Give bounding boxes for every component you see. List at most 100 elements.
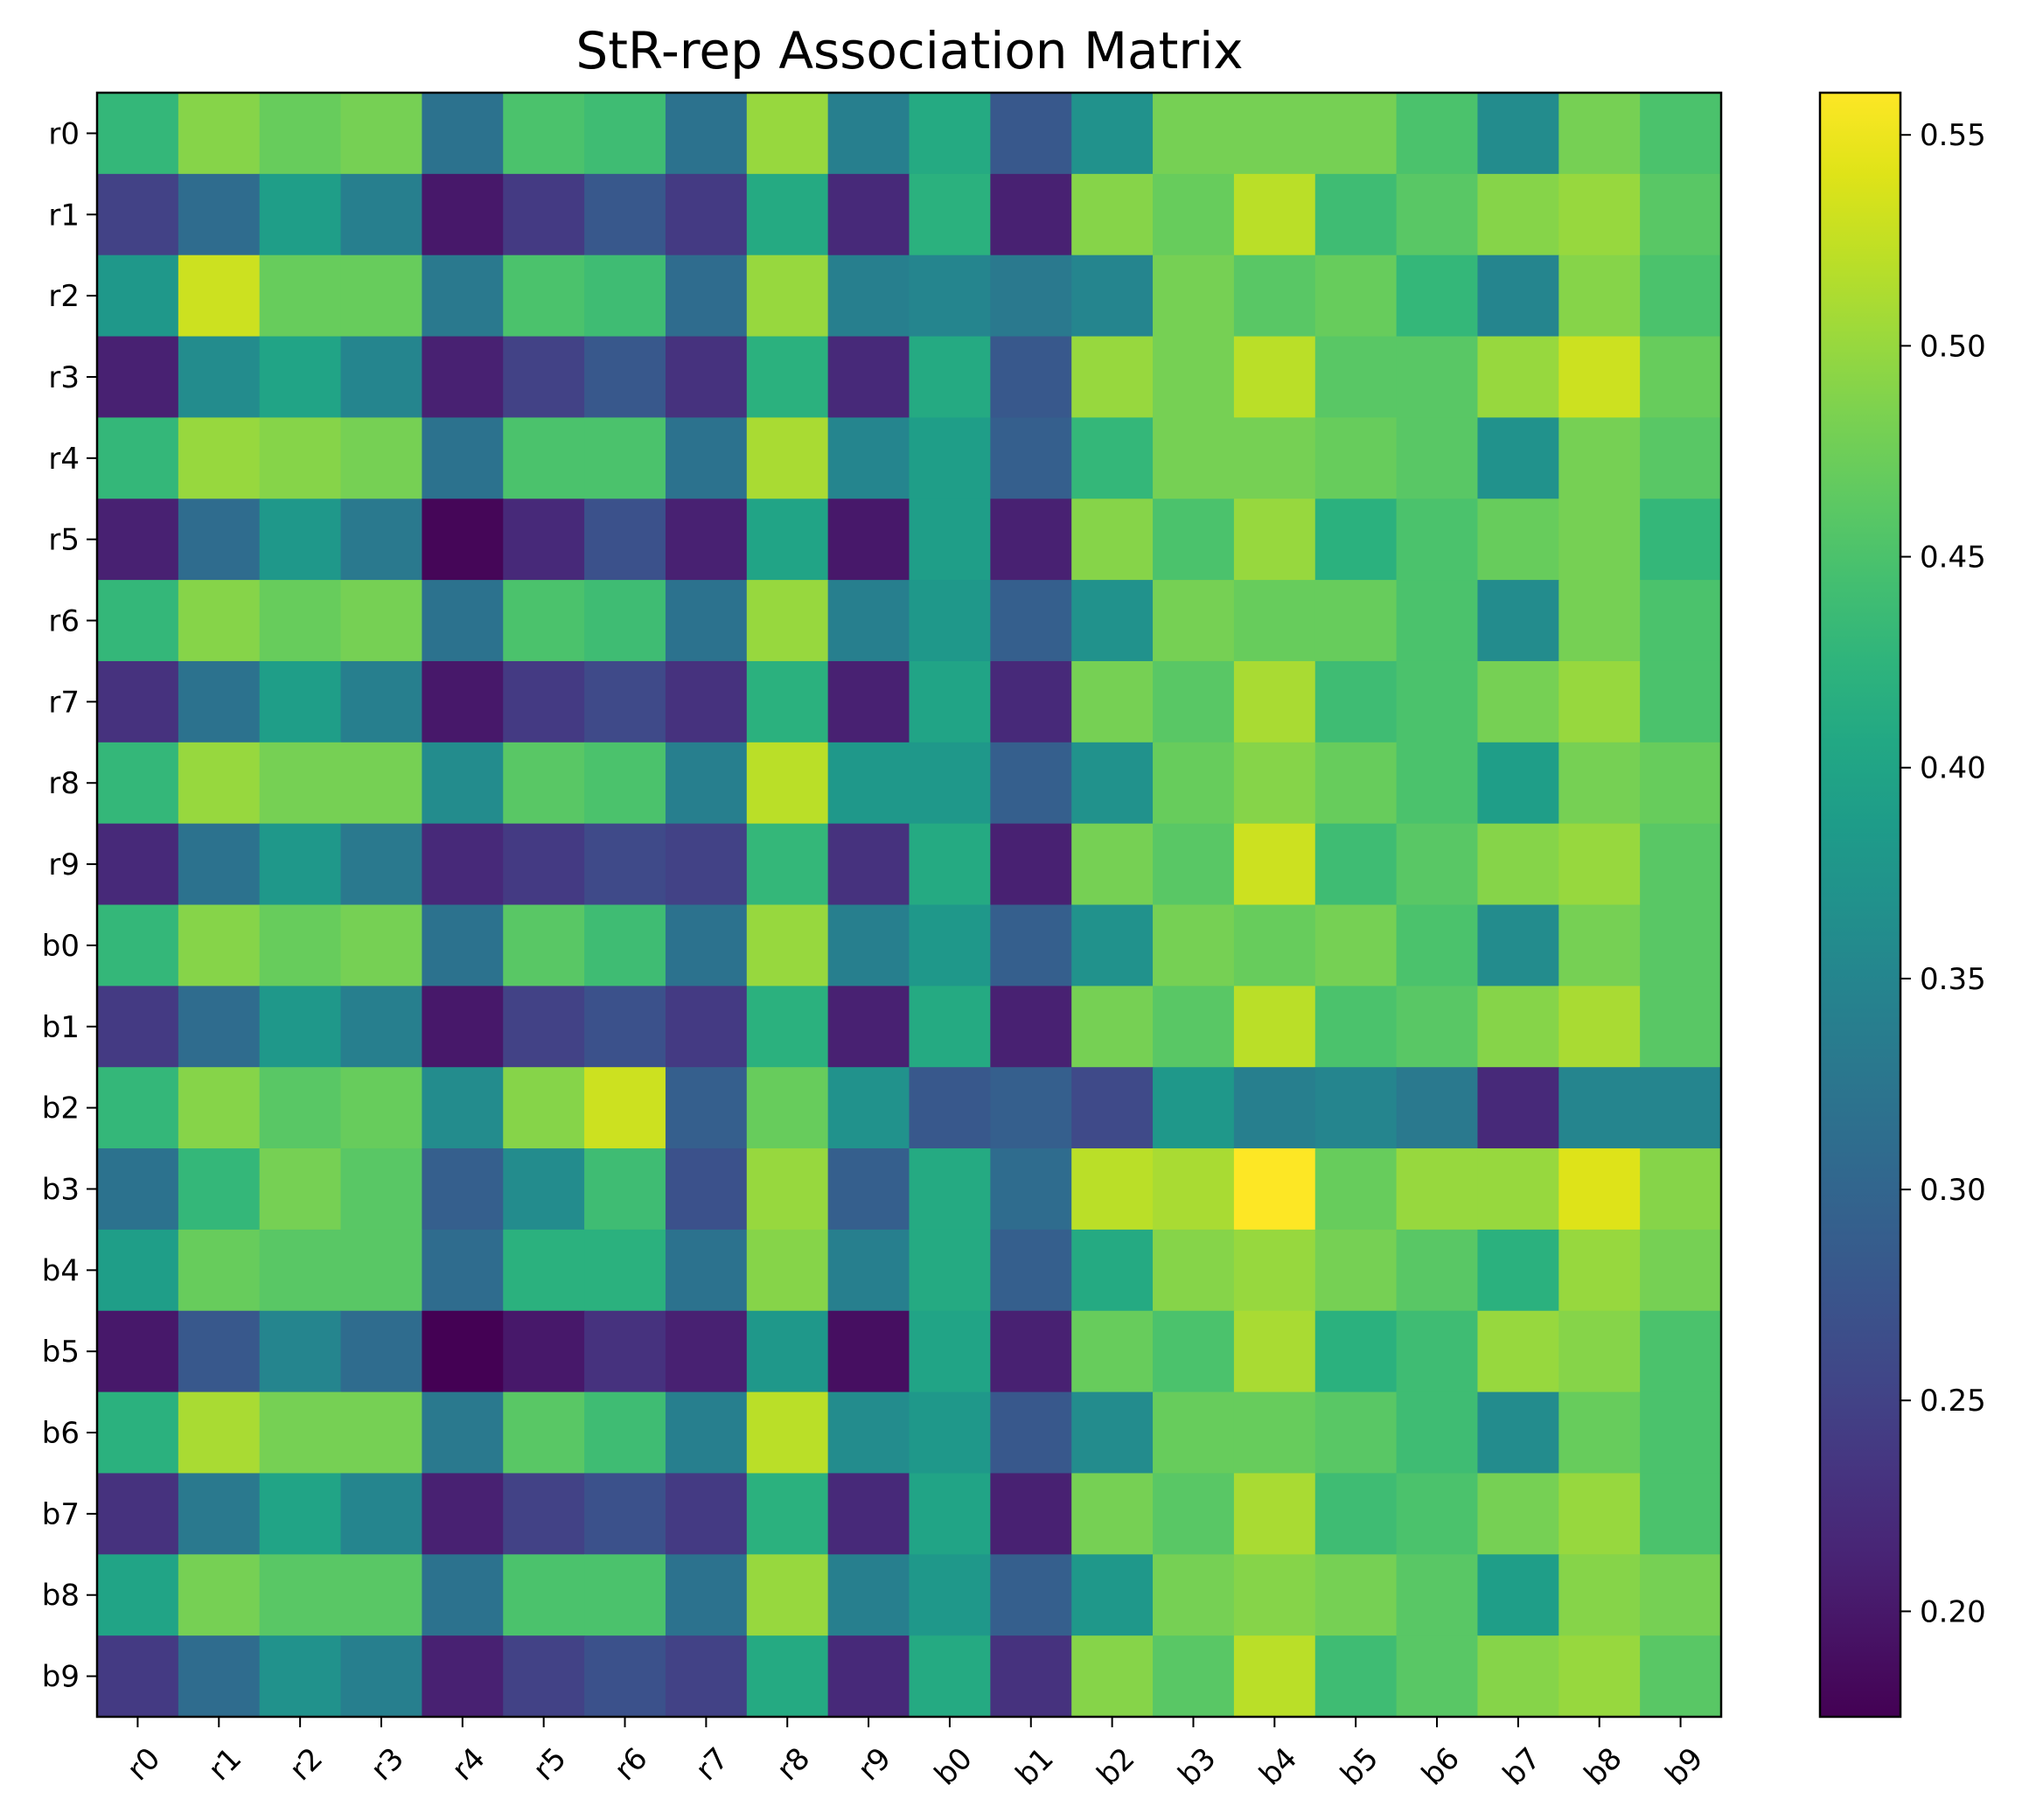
heatmap-cell-b3-r5 [503,1148,585,1231]
heatmap-cell-r9-r1 [178,823,261,906]
heatmap-cell-r9-b6 [1396,823,1479,906]
heatmap-cell-r8-b1 [990,742,1072,825]
colorbar-frame [1818,91,1902,1719]
heatmap-cell-b2-r3 [340,1067,422,1149]
heatmap-cell-r1-b6 [1396,173,1479,256]
heatmap-cell-b2-r6 [584,1067,666,1149]
heatmap-cell-b0-r6 [584,904,666,987]
heatmap-cell-b5-b6 [1396,1310,1479,1393]
heatmap-cell-r1-r4 [422,173,504,256]
heatmap-cell-b2-r5 [503,1067,585,1149]
heatmap-cell-r0-b5 [1314,93,1398,175]
heatmap-cell-r9-r7 [665,823,748,906]
heatmap-cell-b9-b0 [909,1635,991,1718]
heatmap-cell-r4-b1 [990,417,1072,499]
heatmap-cell-b8-r0 [97,1554,179,1636]
heatmap-cell-b5-b1 [990,1310,1072,1393]
heatmap-cell-r3-r0 [97,336,179,418]
heatmap-cell-r5-b6 [1396,499,1479,581]
heatmap-cell-r7-b4 [1233,660,1316,743]
heatmap-cell-b4-b0 [909,1229,991,1312]
heatmap-cell-b3-b8 [1558,1148,1641,1231]
heatmap-cell-r5-b2 [1071,499,1154,581]
heatmap-cell-b5-r5 [503,1310,585,1393]
heatmap-cell-b3-r0 [97,1148,179,1231]
y-tick-label: b6 [42,1416,80,1451]
heatmap-cell-r6-b8 [1558,580,1641,662]
heatmap-cell-b3-r4 [422,1148,504,1231]
heatmap-cell-r8-r2 [259,742,342,825]
heatmap-cell-r9-b3 [1153,823,1235,906]
heatmap-cell-r5-b0 [909,499,991,581]
colorbar-tick-label: 0.55 [1920,118,1986,153]
y-axis: r0 r1 r2 r3 r4 r5 r6 r7 r8 r9 b0 b1 b2 b3 b4 b5 b6 b7 b8 b9 [42,116,97,1695]
heatmap-cell-r6-b7 [1477,580,1559,662]
heatmap-cell-b8-b7 [1477,1554,1559,1636]
heatmap-cell-r7-b9 [1640,660,1722,743]
heatmap-cell-b6-r8 [746,1391,829,1475]
heatmap-cell-r3-r5 [503,336,585,418]
heatmap-cell-b9-r1 [178,1635,261,1718]
heatmap-cell-b5-r6 [584,1310,666,1393]
heatmap-cell-b7-r8 [746,1473,829,1555]
heatmap-cell-b2-b7 [1477,1067,1559,1149]
heatmap-cell-r5-r8 [746,499,829,581]
heatmap-cell-r3-b8 [1558,336,1641,418]
heatmap-cell-r1-r9 [827,173,910,256]
heatmap-cell-r2-r7 [665,255,748,338]
heatmap-cell-b5-r1 [178,1310,261,1393]
heatmap-cell-b0-r1 [178,904,261,987]
heatmap-cell-r1-r2 [259,173,342,256]
heatmap-cell-b5-r8 [746,1310,829,1393]
heatmap-cell-r0-r6 [584,93,666,175]
heatmap-cell-r9-b1 [990,823,1072,906]
heatmap-cell-b8-r1 [178,1554,261,1636]
heatmap-cell-r0-b4 [1233,93,1316,175]
heatmap-cell-r2-b4 [1233,255,1316,338]
heatmap-cell-r6-b3 [1153,580,1235,662]
heatmap-cell-r9-r4 [422,823,504,906]
heatmap-cell-r2-r5 [503,255,585,338]
y-tick-label: r4 [48,442,80,477]
heatmap-cell-b9-b3 [1153,1635,1235,1718]
heatmap-cell-b3-b9 [1640,1148,1722,1231]
heatmap-cell-b7-b3 [1153,1473,1235,1555]
heatmap-cell-b8-r7 [665,1554,748,1636]
heatmap-cell-b2-r4 [422,1067,504,1149]
heatmap-cell-r2-b3 [1153,255,1235,338]
heatmap-cell-r2-b5 [1314,255,1398,338]
heatmap-cell-b0-b7 [1477,904,1559,987]
heatmap-cell-b0-b9 [1640,904,1722,987]
heatmap-cell-r3-r6 [584,336,666,418]
heatmap-cell-b7-b9 [1640,1473,1722,1555]
heatmap-cell-r6-r1 [178,580,261,662]
heatmap-cell-b3-b1 [990,1148,1072,1231]
heatmap-cell-r0-r1 [178,93,261,175]
heatmap-cell-r6-r0 [97,580,179,662]
heatmap-cell-r8-r6 [584,742,666,825]
y-tick-label: b7 [42,1497,80,1532]
heatmap-cell-r9-r0 [97,823,179,906]
heatmap-cell-b0-r9 [827,904,910,987]
heatmap-cell-b4-r6 [584,1229,666,1312]
heatmap-cell-r8-r0 [97,742,179,825]
heatmap-cell-b1-r9 [827,986,910,1068]
heatmap-cell-b3-r7 [665,1148,748,1231]
heatmap-cell-b5-b3 [1153,1310,1235,1393]
heatmap-cell-b2-r7 [665,1067,748,1149]
heatmap-cell-r7-r7 [665,660,748,743]
heatmap-cell-b1-r2 [259,986,342,1068]
heatmap-cell-b0-r5 [503,904,585,987]
heatmap-cell-b3-r9 [827,1148,910,1231]
heatmap-cell-b9-r9 [827,1635,910,1718]
heatmap-cell-b2-r9 [827,1067,910,1149]
heatmap-cell-b0-b2 [1071,904,1154,987]
heatmap-cell-b5-r4 [422,1310,504,1393]
heatmap-cell-r7-r1 [178,660,261,743]
heatmap-cell-r4-b2 [1071,417,1154,499]
heatmap-cell-b5-b2 [1071,1310,1154,1393]
heatmap-cell-b6-b3 [1153,1391,1235,1475]
heatmap-cell-r4-b0 [909,417,991,499]
heatmap-cell-r6-r3 [340,580,422,662]
heatmap-cell-r6-r5 [503,580,585,662]
